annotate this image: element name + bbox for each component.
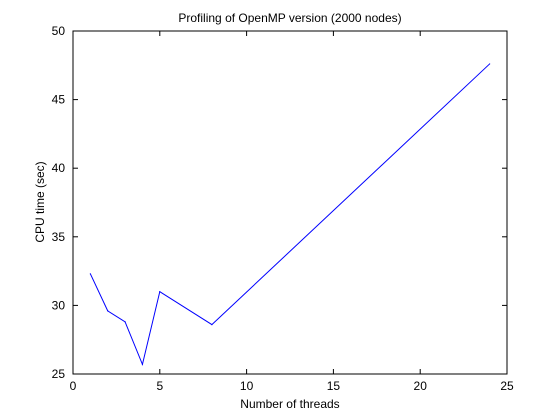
y-tick-label: 50 xyxy=(52,24,66,38)
data-point xyxy=(211,324,213,326)
data-point xyxy=(124,321,126,323)
data-series xyxy=(89,63,491,367)
x-axis-label: Number of threads xyxy=(240,397,339,411)
plot-area xyxy=(72,30,508,375)
y-axis-label: CPU time (sec) xyxy=(33,161,47,242)
data-point xyxy=(141,363,144,365)
data-point xyxy=(489,63,491,65)
x-tick-label: 5 xyxy=(156,379,163,393)
chart-title: Profiling of OpenMP version (2000 nodes) xyxy=(178,11,401,25)
x-tick-label: 25 xyxy=(500,379,514,393)
y-tick-label: 30 xyxy=(52,298,66,312)
y-tick-label: 40 xyxy=(52,161,66,175)
x-tick-label: 0 xyxy=(70,379,77,393)
data-point xyxy=(107,310,109,312)
y-tick-label: 35 xyxy=(52,230,66,244)
y-tick-label: 45 xyxy=(52,93,66,107)
x-tick-label: 10 xyxy=(240,379,254,393)
tick-labels: 0 5 10 15 20 25 25 30 35 40 45 50 xyxy=(52,24,514,393)
x-tick-label: 15 xyxy=(327,379,341,393)
data-point xyxy=(159,291,161,293)
x-tick-label: 20 xyxy=(414,379,428,393)
axis-ticks xyxy=(72,30,508,375)
y-tick-label: 25 xyxy=(52,367,66,381)
data-point xyxy=(89,273,91,275)
